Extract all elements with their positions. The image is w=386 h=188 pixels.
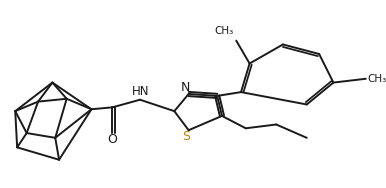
Text: S: S [182, 130, 190, 143]
Text: N: N [181, 81, 190, 94]
Text: HN: HN [132, 85, 150, 98]
Text: O: O [107, 133, 117, 146]
Text: CH₃: CH₃ [214, 26, 234, 36]
Text: CH₃: CH₃ [368, 74, 386, 84]
